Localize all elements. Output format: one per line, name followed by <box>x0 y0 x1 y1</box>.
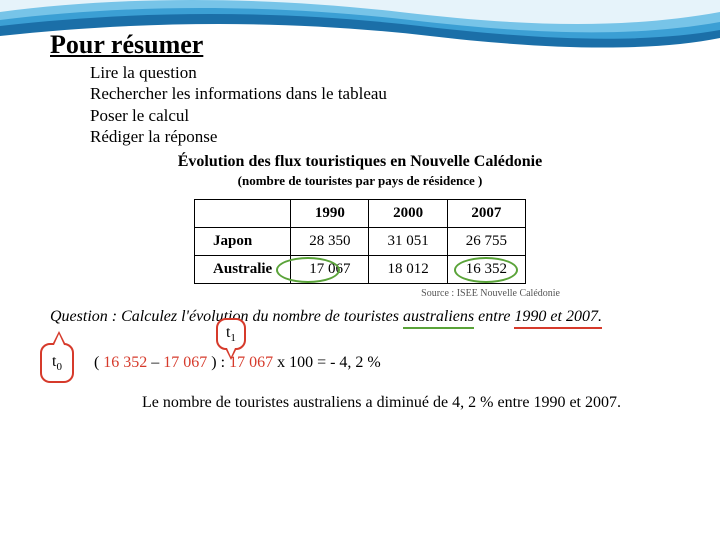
t0-sub: 0 <box>56 361 62 373</box>
table-source: Source : ISEE Nouvelle Calédonie <box>50 288 670 299</box>
t1-bubble: t1 <box>216 318 246 350</box>
row-label-australie: Australie <box>195 256 291 284</box>
table-header-row: 1990 2000 2007 <box>195 200 526 228</box>
cell: 18 012 <box>369 256 447 284</box>
table-header-2007: 2007 <box>447 200 525 228</box>
table-title: Évolution des flux touristiques en Nouve… <box>50 153 670 171</box>
table-header-2000: 2000 <box>369 200 447 228</box>
table-header-1990: 1990 <box>291 200 369 228</box>
table-row: Australie 17 067 18 012 16 352 <box>195 256 526 284</box>
table-row: Japon 28 350 31 051 26 755 <box>195 228 526 256</box>
step-3: Poser le calcul <box>90 105 670 126</box>
cell: 26 755 <box>447 228 525 256</box>
t1-sub: 1 <box>230 332 236 344</box>
calc-v0: 17 067 <box>163 354 207 371</box>
calc-v1: 16 352 <box>103 354 147 371</box>
row-label-japon: Japon <box>195 228 291 256</box>
data-table: 1990 2000 2007 Japon 28 350 31 051 26 75… <box>194 199 526 284</box>
question-highlight-red: 1990 et 2007. <box>514 307 602 329</box>
steps-list: Lire la question Rechercher les informat… <box>90 62 670 147</box>
cell-highlight-2007: 16 352 <box>447 256 525 284</box>
step-1: Lire la question <box>90 62 670 83</box>
calc-open: ( <box>94 354 103 371</box>
table-subtitle: (nombre de touristes par pays de résiden… <box>50 173 670 189</box>
page-title: Pour résumer <box>50 30 670 60</box>
calculation-row: t0 t1 ( 16 352 – 17 067 ) : 17 067 x 100… <box>50 343 670 383</box>
calc-minus: – <box>147 354 163 371</box>
t0-bubble: t0 <box>40 343 74 383</box>
calc-rest: x 100 = - 4, 2 % <box>273 354 381 371</box>
calculation-text: t1 ( 16 352 – 17 067 ) : 17 067 x 100 = … <box>94 354 381 372</box>
question-mid: entre <box>474 308 514 325</box>
cell: 28 350 <box>291 228 369 256</box>
step-2: Rechercher les informations dans le tabl… <box>90 83 670 104</box>
step-4: Rédiger la réponse <box>90 126 670 147</box>
answer-text: Le nombre de touristes australiens a dim… <box>142 393 670 414</box>
question-highlight-green: australiens <box>403 307 474 329</box>
question-text: Question : Calculez l'évolution du nombr… <box>50 307 670 329</box>
cell: 31 051 <box>369 228 447 256</box>
table-header-blank <box>195 200 291 228</box>
cell-highlight-1990: 17 067 <box>291 256 369 284</box>
